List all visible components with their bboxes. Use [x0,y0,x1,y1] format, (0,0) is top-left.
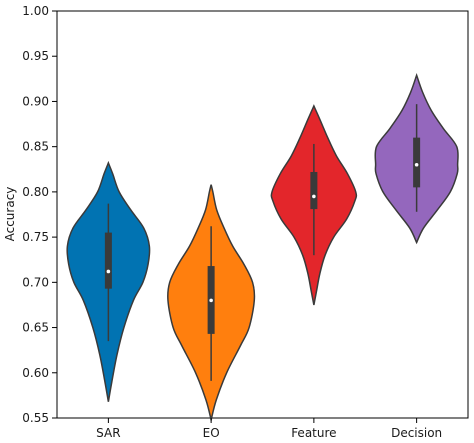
violin-iqr-box [104,232,112,289]
x-tick-label: Feature [291,426,336,440]
violin-decision [374,72,459,245]
y-axis: 0.55 0.60 0.65 0.70 0.75 0.80 0.85 0.90 0.95 1.00 [22,4,57,425]
y-axis-label: Accuracy [3,187,17,242]
x-tick-label: Decision [391,426,442,440]
y-tick-label: 0.55 [22,411,49,425]
x-tick-label: SAR [96,426,120,440]
y-tick-label: 0.95 [22,49,49,63]
y-tick-label: 0.65 [22,321,49,335]
violin-median-dot [106,269,111,274]
violin-feature [270,104,358,306]
violin-median-dot [414,162,419,167]
violin-median-dot [312,194,316,199]
y-tick-label: 0.85 [22,140,49,154]
y-tick-label: 0.75 [22,230,49,244]
violin-median-dot [209,298,213,303]
violin-iqr-box [310,171,318,210]
violin-iqr-box [413,137,421,188]
y-tick-label: 0.60 [22,366,49,380]
violin-sar [66,160,151,402]
violin-eo [167,184,256,423]
y-tick-label: 1.00 [22,4,49,18]
x-tick-label: EO [203,426,220,440]
y-tick-label: 0.90 [22,94,49,108]
violins-group [66,72,459,423]
y-tick-label: 0.80 [22,185,49,199]
x-axis: SAR EO Feature Decision [96,418,442,440]
y-tick-label: 0.70 [22,275,49,289]
